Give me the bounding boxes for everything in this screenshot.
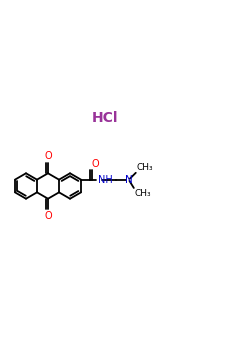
Text: NH: NH [98, 175, 113, 185]
Text: O: O [91, 159, 99, 169]
Text: CH₃: CH₃ [136, 163, 153, 172]
Text: O: O [44, 211, 52, 220]
Text: O: O [44, 152, 52, 161]
Text: N: N [124, 175, 132, 185]
Text: CH₃: CH₃ [134, 189, 151, 198]
Text: HCl: HCl [92, 111, 119, 125]
